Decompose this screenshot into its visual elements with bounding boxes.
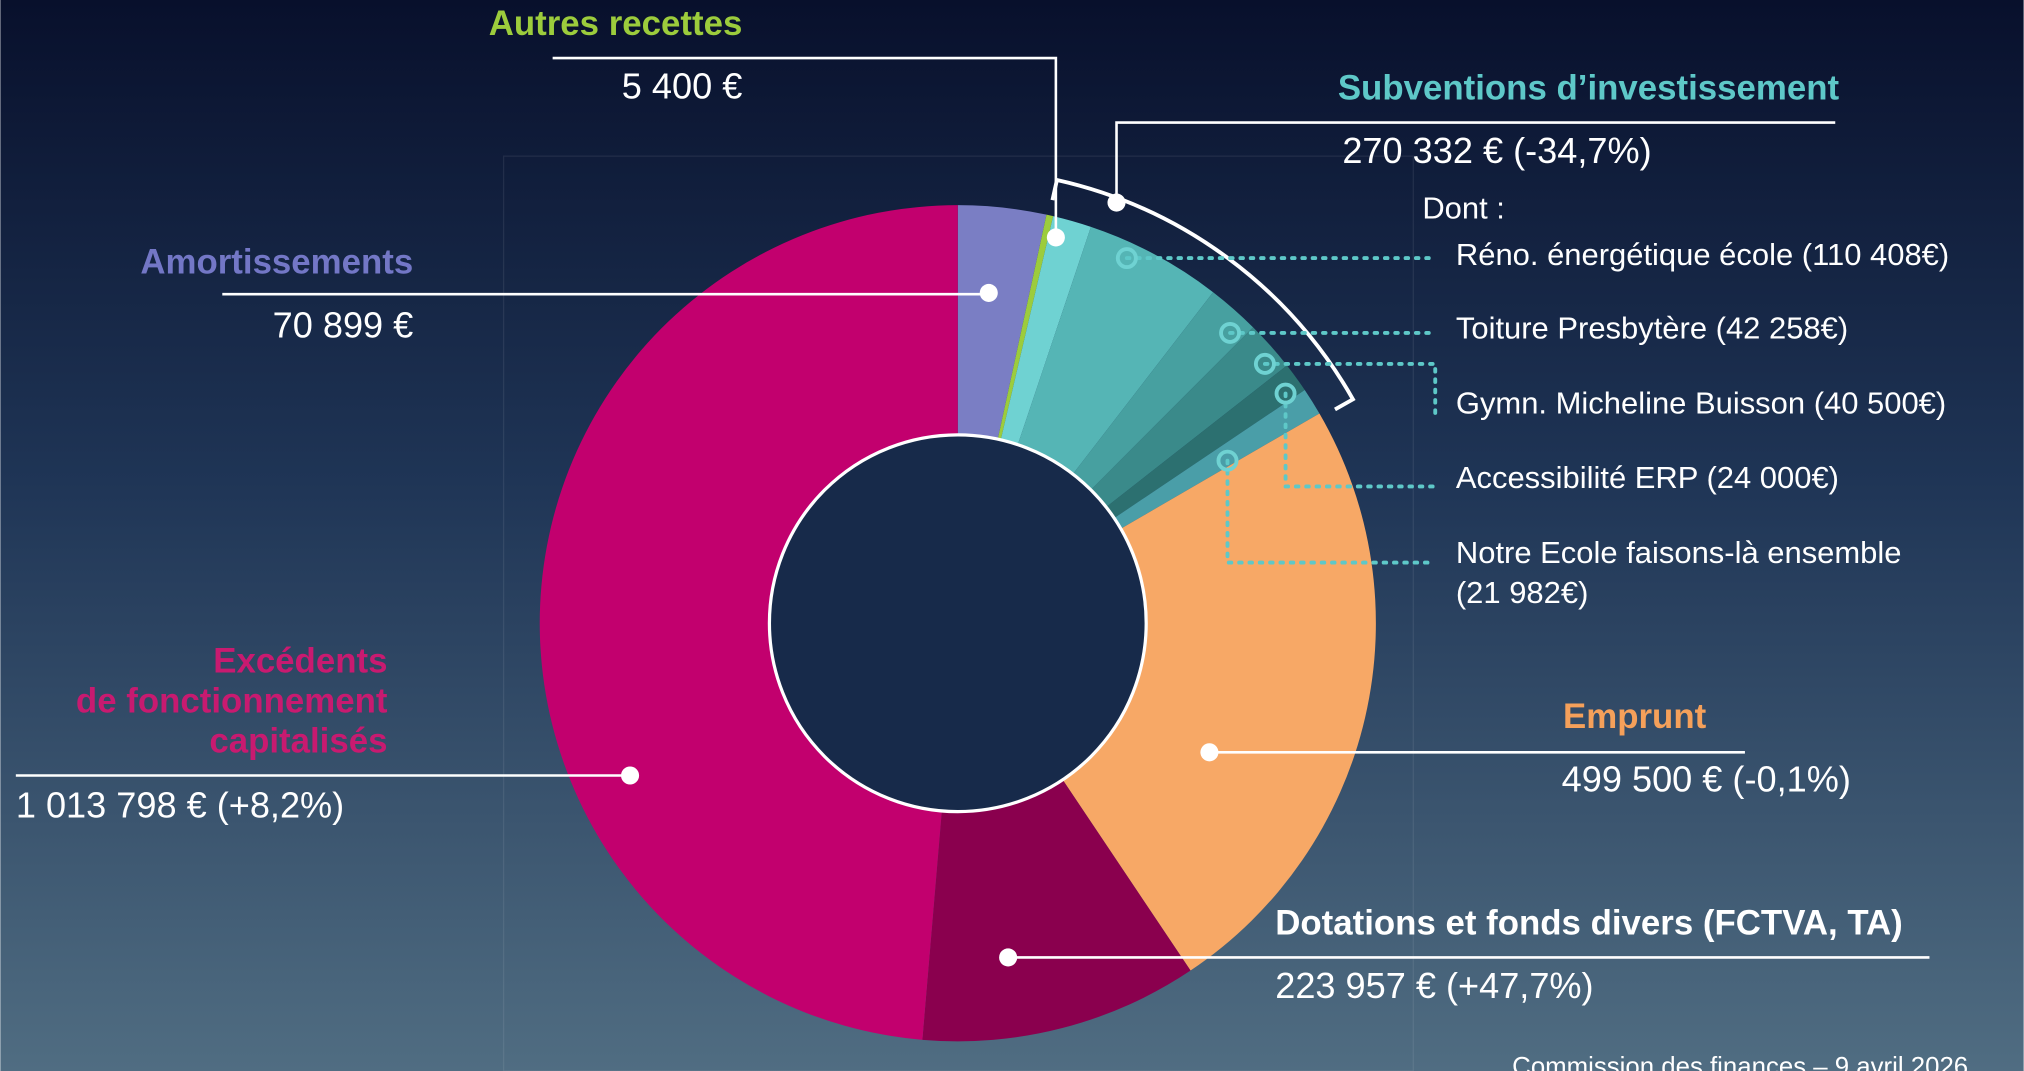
segment [957, 205, 1047, 440]
donut [539, 177, 1376, 1042]
item-ring [1216, 449, 1239, 472]
anchor-dot [1200, 743, 1219, 762]
segment-value: 5 400 € [622, 66, 743, 107]
item-ring [1274, 382, 1297, 405]
item-label: (21 982€) [1456, 575, 1589, 610]
sub-segment [1017, 226, 1214, 475]
dots [621, 193, 1219, 967]
segment-value: 223 957 € (+47,7%) [1275, 965, 1593, 1006]
footer: Commission des finances – 9 avril 2026 [1512, 1053, 1968, 1071]
leader-line [1115, 121, 1836, 203]
segment [922, 779, 1191, 1042]
anchor-dot [1107, 193, 1126, 212]
item-label: Notre Ecole faisons-là ensemble [1456, 535, 1902, 570]
item-label: Réno. énergétique école (110 408€) [1456, 237, 1949, 272]
items-heading: Dont : [1422, 191, 1505, 226]
item-ring [1219, 321, 1242, 344]
sub-segment [1072, 292, 1254, 490]
segment-name: capitalisés [209, 721, 387, 760]
segment [997, 214, 1054, 440]
segment-value: 270 332 € (-34,7%) [1342, 130, 1651, 171]
segment [1062, 413, 1376, 971]
anchor-dot [979, 283, 998, 302]
segment-value: 1 013 798 € (+8,2%) [16, 784, 344, 825]
anchor-dot [1046, 228, 1065, 247]
segment-name: Excédents [213, 641, 387, 680]
segment-value: 499 500 € (-0,1%) [1562, 759, 1851, 800]
labels: Amortissements 70 899 € Autres recettes 5 4… [16, 4, 1949, 1006]
item-label: Toiture Presbytère (42 258€) [1456, 311, 1848, 346]
segment-value: 70 899 € [273, 304, 414, 345]
item-rings [1115, 247, 1297, 472]
frame [502, 155, 1414, 1071]
item-label: Gymn. Micheline Buisson (40 500€) [1456, 385, 1946, 420]
segment [539, 205, 958, 1040]
segment-name: Subventions d’investissement [1338, 69, 1840, 108]
leader-line [552, 56, 1058, 238]
sub-segment [1090, 327, 1287, 508]
segment-name: Dotations et fonds divers (FCTVA, TA) [1275, 903, 1903, 942]
segment-name: de fonctionnement [76, 681, 388, 720]
dotted-leader [1283, 391, 1438, 489]
item-label: Accessibilité ERP (24 000€) [1456, 460, 1839, 495]
segment-name: Autres recettes [489, 4, 743, 43]
anchor-dot [999, 948, 1018, 967]
donut-hole [767, 433, 1148, 814]
anchor-dot [621, 766, 640, 785]
dotted-leader [1225, 458, 1438, 565]
sub-segment [1106, 365, 1305, 519]
item-ring [1253, 352, 1276, 375]
segment-name: Amortissements [140, 243, 413, 282]
leaders [15, 56, 1930, 959]
segment [1000, 216, 1091, 445]
segment-name: Emprunt [1563, 697, 1707, 736]
item-ring [1115, 247, 1138, 270]
